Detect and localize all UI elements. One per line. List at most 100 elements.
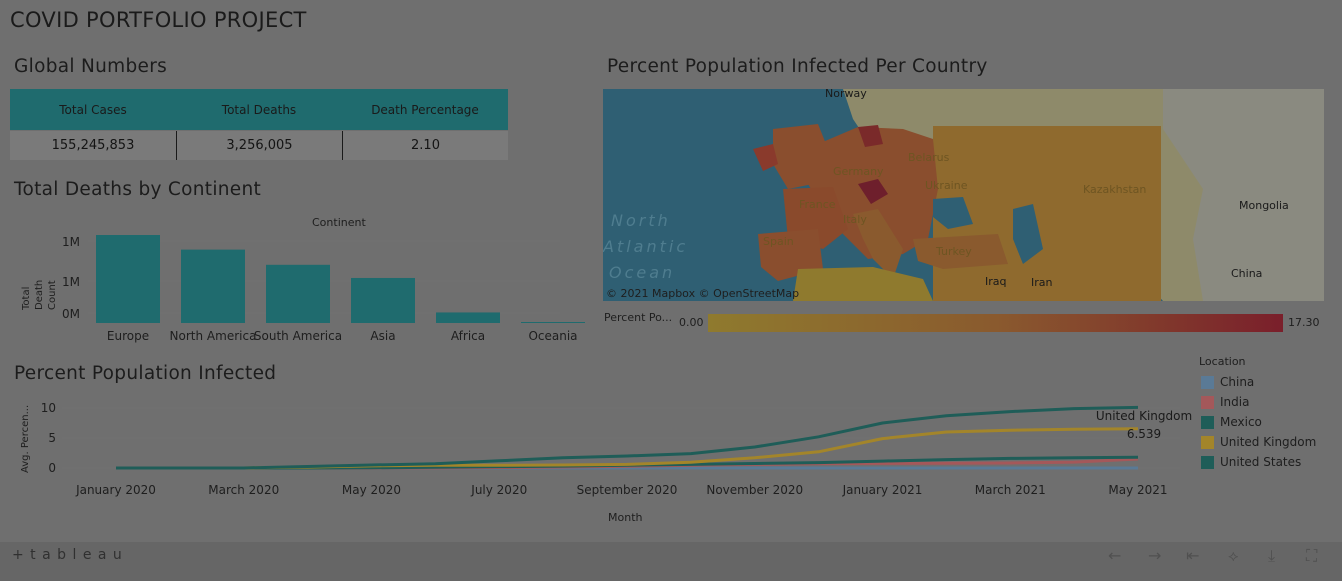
bar[interactable] — [266, 264, 330, 323]
x-tick-label: Oceania — [528, 329, 577, 343]
map-title: Percent Population Infected Per Country — [607, 56, 988, 77]
y-tick-label: 1M — [62, 275, 80, 289]
bar[interactable] — [351, 277, 415, 323]
x-tick-label: South America — [254, 329, 342, 343]
kpi-total-cases: 155,245,853 — [10, 131, 176, 160]
legend-swatch — [1201, 455, 1214, 469]
bar[interactable] — [436, 312, 500, 323]
x-tick-label: July 2020 — [470, 483, 527, 497]
tableau-logo[interactable]: + t a b l e a u — [12, 547, 123, 563]
kpi-header-death-percentage: Death Percentage — [342, 89, 508, 130]
legend-item[interactable]: China — [1201, 373, 1254, 391]
legend-item[interactable]: United Kingdom — [1201, 433, 1316, 451]
legend-item[interactable]: Mexico — [1201, 413, 1262, 431]
map-label: Mongolia — [1239, 199, 1289, 212]
x-tick-label: May 2021 — [1108, 483, 1167, 497]
legend-label: Mexico — [1220, 415, 1262, 429]
map-region-ireland — [753, 144, 778, 171]
ocean-label: Ocean — [609, 263, 675, 282]
map-label: Kazakhstan — [1083, 183, 1146, 196]
map-black-sea — [933, 197, 973, 229]
legend-swatch — [1201, 435, 1214, 449]
percent-infected-chart: 10 5 0 January 2020 March 2020 May 2020 July 2… — [41, 401, 1192, 497]
x-tick-label: November 2020 — [706, 483, 803, 497]
legend-item[interactable]: India — [1201, 393, 1249, 411]
bar[interactable] — [521, 322, 585, 323]
map-caspian-sea — [1013, 204, 1043, 264]
kpi-total-deaths: 3,256,005 — [177, 131, 342, 160]
share-icon[interactable]: ⟡ — [1228, 546, 1239, 565]
legend-swatch — [1201, 415, 1214, 429]
map-attribution[interactable]: © 2021 Mapbox © OpenStreetMap — [606, 287, 800, 300]
x-tick-label: Africa — [451, 329, 485, 343]
x-tick-label: North America — [170, 329, 257, 343]
map-region-czechia — [858, 179, 888, 204]
map-label: Italy — [843, 213, 867, 226]
deaths-by-continent-title: Total Deaths by Continent — [14, 179, 262, 200]
x-tick-label: January 2020 — [75, 483, 156, 497]
legend-item[interactable]: United States — [1201, 453, 1301, 471]
percent-infected-title: Percent Population Infected — [14, 363, 277, 384]
bar[interactable] — [181, 249, 245, 323]
revert-icon[interactable]: ⇤ — [1186, 546, 1200, 565]
y-tick-label: 10 — [41, 401, 56, 415]
map-legend-min: 0.00 — [679, 316, 704, 329]
legend-label: United Kingdom — [1220, 435, 1317, 449]
map-label: Germany — [833, 165, 884, 178]
legend-swatch — [1201, 375, 1214, 389]
map-region-kazakhstan — [933, 126, 1161, 301]
kpi-divider — [342, 131, 343, 160]
line-x-axis-label: Month — [608, 511, 643, 524]
ocean-label: Atlantic — [603, 237, 688, 256]
x-tick-label: September 2020 — [577, 483, 678, 497]
map-label: Ukraine — [925, 179, 968, 192]
bar[interactable] — [96, 235, 160, 323]
map-legend-max: 17.30 — [1288, 316, 1320, 329]
map-region-spain — [758, 229, 823, 281]
toolbar — [0, 542, 1342, 581]
map-label: China — [1231, 267, 1262, 280]
map-label: Turkey — [935, 245, 972, 258]
annotation-value: 6.539 — [1127, 427, 1161, 441]
map-legend-label: Percent Po... — [604, 311, 673, 324]
map-color-gradient — [708, 314, 1283, 332]
x-tick-label: Asia — [370, 329, 395, 343]
global-numbers-title: Global Numbers — [14, 56, 168, 77]
map-region-uk — [773, 124, 828, 189]
y-tick-label: 0 — [48, 461, 56, 475]
map-region-turkey — [913, 234, 1008, 269]
infection-map[interactable]: Norway Belarus Ukraine Kazakhstan Mongolia Ge… — [603, 89, 1324, 301]
kpi-death-percentage: 2.10 — [343, 131, 508, 160]
map-land-east — [1163, 89, 1324, 301]
legend-swatch — [1201, 395, 1214, 409]
x-tick-label: March 2021 — [975, 483, 1046, 497]
map-region-north-africa — [793, 267, 933, 301]
legend-label: India — [1220, 395, 1250, 409]
kpi-header-total-deaths: Total Deaths — [176, 89, 342, 130]
redo-icon[interactable]: → — [1148, 546, 1162, 565]
fullscreen-icon[interactable]: ⛶ — [1306, 546, 1318, 565]
map-label: Belarus — [908, 151, 950, 164]
annotation-label: United Kingdom — [1096, 409, 1192, 423]
x-tick-label: March 2020 — [208, 483, 279, 497]
map-region-baltic — [858, 125, 883, 147]
undo-icon[interactable]: ← — [1108, 546, 1122, 565]
legend-label: United States — [1220, 455, 1302, 469]
map-label: France — [799, 198, 836, 211]
line-series[interactable] — [116, 405, 1139, 470]
map-label: Spain — [763, 235, 794, 248]
y-tick-label: 5 — [48, 431, 56, 445]
kpi-divider — [176, 131, 177, 160]
map-region-italy — [853, 209, 903, 279]
map-label: Iran — [1031, 276, 1053, 289]
x-tick-label: January 2021 — [842, 483, 923, 497]
y-tick-label: 1M — [62, 235, 80, 249]
legend-title: Location — [1199, 355, 1246, 368]
page-title: COVID PORTFOLIO PROJECT — [10, 8, 307, 32]
legend-label: China — [1220, 375, 1255, 389]
ocean-label: North — [611, 211, 671, 230]
download-icon[interactable]: ⤓ — [1268, 546, 1276, 565]
map-label: Iraq — [985, 275, 1007, 288]
x-tick-label: May 2020 — [342, 483, 401, 497]
